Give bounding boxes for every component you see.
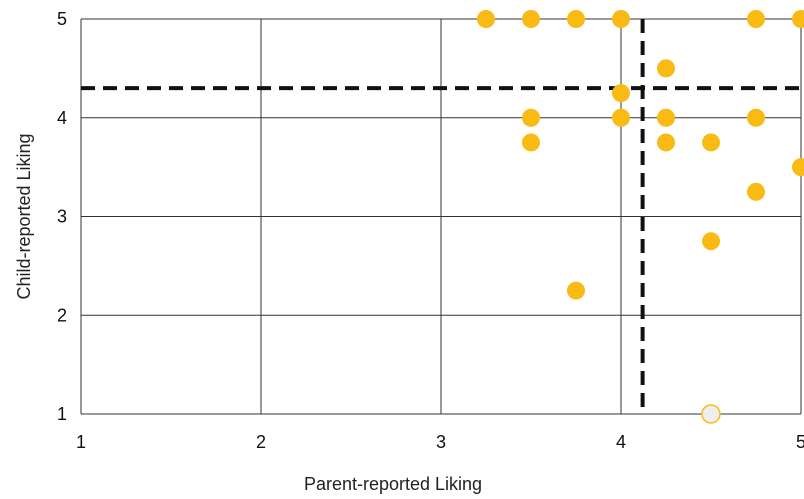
data-point [702,133,720,152]
data-point [522,10,540,28]
data-point [612,84,630,103]
data-point [747,182,765,201]
x-tick-label: 2 [256,432,266,452]
data-point [567,281,585,300]
data-point [747,108,765,127]
x-tick-label: 5 [796,432,804,452]
y-tick-label: 5 [57,9,67,29]
data-point [747,10,765,28]
data-point [522,133,540,152]
data-point [792,158,804,177]
x-tick-label: 1 [76,432,86,452]
data-point [702,232,720,251]
data-point [477,10,495,28]
data-point [612,10,630,28]
data-point [567,10,585,28]
tick-labels: 1 2 3 4 5 1 2 3 4 5 [57,9,804,452]
y-tick-label: 3 [57,207,67,227]
x-tick-label: 3 [436,432,446,452]
data-point [657,133,675,152]
x-axis-title: Parent-reported Liking [304,474,482,494]
data-point [657,108,675,127]
data-point [522,108,540,127]
y-tick-label: 2 [57,305,67,325]
y-tick-label: 4 [57,108,67,128]
data-point [792,10,804,28]
data-point [657,59,675,78]
data-point-hollow [701,404,721,424]
y-axis-title: Child-reported Liking [14,133,34,299]
data-point [612,108,630,127]
x-tick-label: 4 [616,432,626,452]
data-points [477,10,804,424]
y-tick-label: 1 [57,404,67,424]
reference-lines [81,19,801,414]
grid [80,18,802,415]
